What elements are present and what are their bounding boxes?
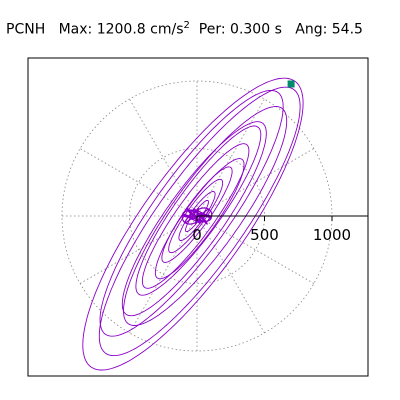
- grid-spoke: [129, 98, 265, 334]
- per-unit: s: [274, 21, 282, 38]
- orbit-loop: [178, 191, 216, 241]
- header-line: PCNH Max: 1200.8 cm/s2 Per: 0.300 s Ang:…: [6, 20, 363, 38]
- x-tick-label: 500: [250, 226, 279, 244]
- per-value: 0.300: [230, 21, 271, 38]
- ang-value: 54.5: [331, 21, 363, 38]
- orbit-loop: [168, 178, 224, 254]
- orbit-loop: [135, 125, 262, 296]
- grid-spoke: [79, 148, 315, 284]
- per-label: Per:: [198, 21, 226, 38]
- orbit-center-tangle: [181, 207, 213, 225]
- station-code: PCNH: [6, 21, 46, 38]
- max-point: [287, 80, 295, 88]
- max-marker: [287, 80, 295, 88]
- x-tick-label: 1000: [313, 226, 351, 244]
- orbit-loop: [121, 121, 267, 317]
- grid-spoke: [129, 98, 265, 334]
- orbit-loop: [141, 143, 250, 289]
- orbit-loop: [99, 89, 284, 337]
- orbit-loop: [98, 86, 301, 357]
- max-unit: cm/s: [150, 21, 184, 38]
- plot-frame: [27, 57, 369, 377]
- orbit-loop: [82, 77, 304, 371]
- orbit-loop: [185, 199, 209, 233]
- max-unit-exponent: 2: [183, 20, 190, 31]
- ang-label: Ang:: [295, 21, 328, 38]
- x-tick-label: 0: [192, 226, 202, 244]
- max-value: 1200.8: [96, 21, 146, 38]
- max-label: Max:: [58, 21, 93, 38]
- orbit-loop: [161, 166, 233, 263]
- orbit-traces: [82, 77, 304, 371]
- x-axis: 0 500 1000: [192, 215, 368, 244]
